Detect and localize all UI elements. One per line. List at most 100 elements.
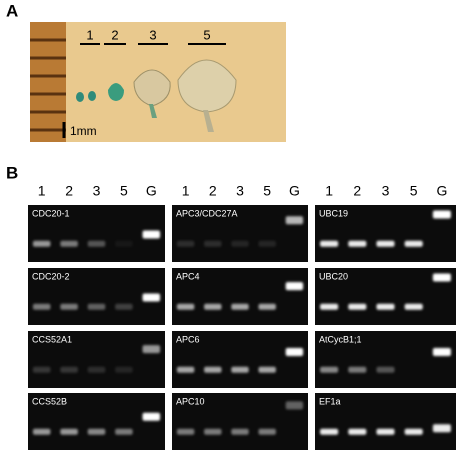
lane-label: 3 bbox=[236, 183, 244, 199]
gel bbox=[28, 205, 165, 262]
panel-label: A bbox=[6, 1, 18, 20]
gene-label: APC3/CDC27A bbox=[176, 208, 238, 218]
band bbox=[258, 366, 276, 373]
gene-label: APC6 bbox=[176, 334, 200, 344]
band bbox=[142, 293, 161, 302]
gel bbox=[172, 393, 308, 450]
band bbox=[204, 366, 222, 373]
band bbox=[376, 303, 395, 310]
lane-label: 5 bbox=[263, 183, 271, 199]
band bbox=[115, 428, 133, 435]
lane-label: 2 bbox=[65, 183, 73, 199]
band bbox=[176, 366, 195, 373]
band bbox=[60, 366, 78, 373]
lane-label: 5 bbox=[120, 183, 128, 199]
lane-label: 5 bbox=[410, 183, 418, 199]
lane-label: 2 bbox=[209, 183, 217, 199]
band bbox=[348, 303, 367, 310]
gel bbox=[28, 268, 165, 325]
gel bbox=[315, 268, 456, 325]
gel bbox=[28, 393, 165, 450]
band bbox=[258, 303, 276, 310]
band bbox=[115, 240, 133, 247]
gel bbox=[315, 205, 456, 262]
gel bbox=[315, 331, 456, 388]
panel-label: B bbox=[6, 163, 18, 182]
lane-label: 1 bbox=[182, 183, 190, 199]
band bbox=[348, 428, 367, 435]
band bbox=[231, 303, 249, 310]
leaf-label: 5 bbox=[203, 27, 210, 42]
gene-label: APC4 bbox=[176, 271, 200, 281]
band bbox=[142, 345, 161, 354]
band bbox=[32, 366, 51, 373]
scale-label: 1mm bbox=[70, 124, 97, 138]
gel bbox=[172, 268, 308, 325]
band bbox=[432, 273, 451, 282]
band bbox=[32, 303, 51, 310]
band bbox=[285, 347, 304, 356]
leaf-label: 1 bbox=[86, 27, 93, 42]
lane-label: 1 bbox=[325, 183, 333, 199]
band bbox=[204, 303, 222, 310]
band bbox=[87, 240, 106, 247]
band bbox=[285, 282, 304, 291]
band bbox=[258, 240, 276, 247]
band bbox=[432, 347, 451, 356]
band bbox=[432, 210, 451, 219]
band bbox=[348, 366, 367, 373]
band bbox=[231, 428, 249, 435]
leaf-photo bbox=[30, 22, 286, 142]
gene-label: EF1a bbox=[319, 396, 341, 406]
lane-label: 2 bbox=[353, 183, 361, 199]
band bbox=[204, 240, 222, 247]
lane-label: G bbox=[436, 183, 447, 199]
band bbox=[87, 303, 106, 310]
band bbox=[142, 230, 161, 239]
gene-label: AtCycB1;1 bbox=[319, 334, 362, 344]
band bbox=[32, 428, 51, 435]
gel bbox=[172, 205, 308, 262]
band bbox=[60, 240, 78, 247]
band bbox=[176, 240, 195, 247]
band bbox=[60, 303, 78, 310]
band bbox=[404, 240, 423, 247]
lane-label: G bbox=[289, 183, 300, 199]
leaf-label: 2 bbox=[111, 27, 118, 42]
lane-label: 3 bbox=[93, 183, 101, 199]
band bbox=[404, 428, 423, 435]
band bbox=[376, 240, 395, 247]
band bbox=[176, 428, 195, 435]
band bbox=[320, 240, 339, 247]
gene-label: UBC20 bbox=[319, 271, 348, 281]
band bbox=[87, 428, 106, 435]
lane-label: 1 bbox=[38, 183, 46, 199]
band bbox=[404, 303, 423, 310]
band bbox=[376, 366, 395, 373]
gene-label: CDC20-2 bbox=[32, 271, 70, 281]
lane-label: 3 bbox=[382, 183, 390, 199]
gene-label: APC10 bbox=[176, 396, 205, 406]
gene-label: CDC20-1 bbox=[32, 208, 70, 218]
band bbox=[285, 216, 304, 225]
band bbox=[142, 412, 161, 421]
band bbox=[376, 428, 395, 435]
band bbox=[320, 428, 339, 435]
gene-label: CCS52B bbox=[32, 396, 67, 406]
band bbox=[258, 428, 276, 435]
band bbox=[231, 240, 249, 247]
gel bbox=[172, 331, 308, 388]
band bbox=[231, 366, 249, 373]
lane-label: G bbox=[146, 183, 157, 199]
band bbox=[176, 303, 195, 310]
band bbox=[432, 424, 451, 433]
gene-label: CCS52A1 bbox=[32, 334, 72, 344]
band bbox=[320, 303, 339, 310]
gel bbox=[315, 393, 456, 450]
leaf-label: 3 bbox=[149, 27, 156, 42]
band bbox=[87, 366, 106, 373]
band bbox=[115, 366, 133, 373]
band bbox=[115, 303, 133, 310]
band bbox=[60, 428, 78, 435]
